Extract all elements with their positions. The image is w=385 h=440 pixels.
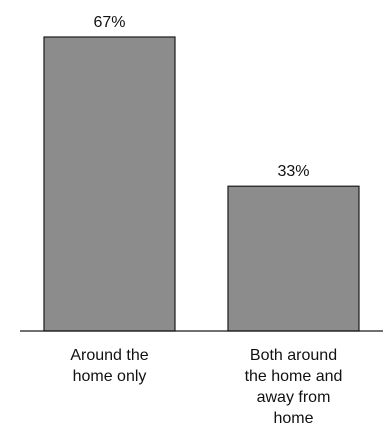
category-label-1: Around the home only — [70, 347, 148, 385]
data-labels-group: 67% 33% — [93, 14, 309, 180]
category-label-2: Both around the home and away from home — [245, 347, 343, 427]
bars-group — [43, 36, 360, 332]
data-label-2: 33% — [277, 163, 309, 180]
category-label-line: home only — [73, 368, 147, 385]
category-label-line: home — [273, 410, 313, 427]
category-label-line: Both around — [250, 347, 337, 364]
category-label-line: away from — [257, 389, 331, 406]
bar-1 — [43, 36, 176, 332]
data-label-1: 67% — [93, 14, 125, 31]
bar-2 — [227, 185, 360, 332]
category-label-line: the home and — [245, 368, 343, 385]
category-label-line: Around the — [70, 347, 148, 364]
category-labels-group: Around the home only Both around the home a… — [70, 347, 342, 427]
